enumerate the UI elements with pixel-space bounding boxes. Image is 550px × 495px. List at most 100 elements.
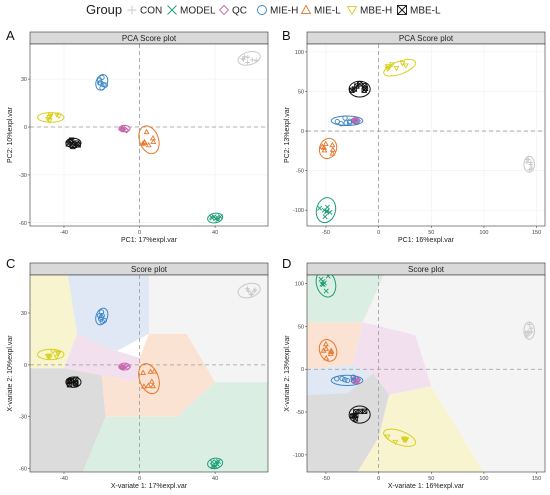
series-con xyxy=(523,155,535,173)
plot-border-a xyxy=(29,43,269,227)
y-tick-label: -60 xyxy=(19,221,27,227)
point-mbe-l xyxy=(353,409,359,415)
legend-title: Group xyxy=(86,2,122,17)
series-mbe-h xyxy=(37,112,65,124)
point-con xyxy=(527,331,532,337)
x-tick-label: -50 xyxy=(322,230,330,236)
point-qc xyxy=(355,376,362,383)
legend-label-mbe-h: MBE-H xyxy=(360,6,392,17)
point-mie-h xyxy=(350,377,357,384)
y-tick-label: -30 xyxy=(19,173,27,179)
y-tick-label: -50 xyxy=(296,169,304,175)
point-con xyxy=(527,167,532,172)
point-mbe-h xyxy=(53,354,60,361)
point-mie-h xyxy=(99,318,105,325)
series-mie-h xyxy=(330,374,364,386)
point-mbe-h xyxy=(56,113,62,120)
plot-area-b xyxy=(307,44,545,226)
region-mbe-h xyxy=(357,386,484,472)
region-mbe-h xyxy=(30,275,78,369)
point-mie-h xyxy=(97,80,104,86)
region-model xyxy=(307,275,384,323)
point-con xyxy=(246,289,251,294)
point-mie-l xyxy=(140,369,147,375)
point-mie-l xyxy=(322,340,329,347)
point-mie-h xyxy=(98,309,105,315)
point-mie-l xyxy=(329,150,336,156)
point-mie-l xyxy=(321,144,327,150)
point-qc xyxy=(119,364,126,371)
x-tick-label: 150 xyxy=(532,230,541,236)
point-con xyxy=(525,157,530,162)
point-mie-h xyxy=(344,377,350,384)
point-mie-l xyxy=(329,141,336,148)
point-mbe-h xyxy=(392,439,399,446)
ellipse-con xyxy=(237,282,261,299)
point-model xyxy=(214,461,220,467)
point-mbe-h xyxy=(403,437,410,443)
y-tick-label: 0 xyxy=(301,367,304,373)
ellipse-model xyxy=(207,212,224,224)
point-mie-l xyxy=(150,382,156,389)
point-con xyxy=(527,322,532,327)
point-mie-l xyxy=(143,128,150,135)
point-mie-h xyxy=(354,119,360,125)
point-mie-l xyxy=(328,348,335,355)
point-mie-h xyxy=(99,74,105,81)
point-mbe-h xyxy=(53,112,60,118)
x-axis-label-a: PC1: 17%expl.var xyxy=(121,237,178,244)
point-con xyxy=(250,57,255,63)
y-tick-label: 100 xyxy=(295,282,304,288)
plot-border-c xyxy=(29,274,269,473)
point-mbe-h xyxy=(389,62,396,68)
series-mbe-l xyxy=(348,405,371,424)
x-tick-label: 100 xyxy=(479,476,488,482)
y-tick-label: 100 xyxy=(295,50,304,56)
x-tick-label: 100 xyxy=(479,230,488,236)
point-con xyxy=(253,58,259,63)
panel-a: PCA Score plot -40 0 40 -60 -30 0 30 PC1: 17%exp… xyxy=(7,31,269,244)
ellipse-mie-l xyxy=(138,363,160,395)
point-model xyxy=(322,214,328,220)
y-tick-label: -50 xyxy=(296,410,304,416)
point-qc xyxy=(120,126,126,133)
point-model xyxy=(210,462,216,468)
point-mbe-h xyxy=(402,63,409,69)
point-mie-l xyxy=(322,140,329,147)
point-mbe-l xyxy=(349,413,356,419)
panel-letter-b: B xyxy=(282,28,291,43)
point-qc xyxy=(118,364,125,370)
x-tick-label: 0 xyxy=(377,476,380,482)
panel-title-c: Score plot xyxy=(131,265,168,274)
point-con xyxy=(523,330,528,335)
point-qc xyxy=(125,364,131,371)
ellipse-model xyxy=(207,457,224,470)
point-mbe-h xyxy=(44,354,51,360)
y-tick-label: -30 xyxy=(19,415,27,421)
y-axis-label-c: X-variate 2: 10%expl.var xyxy=(7,335,14,412)
series-mbe-l xyxy=(65,137,82,150)
point-model xyxy=(208,214,214,220)
legend-label-con: CON xyxy=(140,6,162,17)
plot-border-d xyxy=(306,274,546,473)
point-mie-l xyxy=(145,382,152,388)
ellipse-mie-h xyxy=(330,374,364,386)
series-mbe-l xyxy=(65,376,82,388)
ellipse-model xyxy=(315,197,337,224)
x-tick-label: 0 xyxy=(138,230,141,236)
point-con xyxy=(241,57,246,62)
point-mie-h xyxy=(102,82,109,88)
ellipse-qc xyxy=(118,362,131,371)
point-mie-h xyxy=(338,121,344,127)
ellipse-mie-h xyxy=(330,115,364,127)
point-mbe-l xyxy=(361,87,367,93)
point-mie-l xyxy=(323,355,330,361)
point-mie-h xyxy=(342,115,348,121)
point-mie-l xyxy=(140,383,147,389)
point-mie-l xyxy=(150,138,157,145)
point-model xyxy=(323,288,329,294)
point-con xyxy=(242,54,247,59)
panel-title-b: PCA Score plot xyxy=(399,34,454,43)
point-mie-h xyxy=(342,377,348,383)
ellipse-con xyxy=(237,51,261,66)
